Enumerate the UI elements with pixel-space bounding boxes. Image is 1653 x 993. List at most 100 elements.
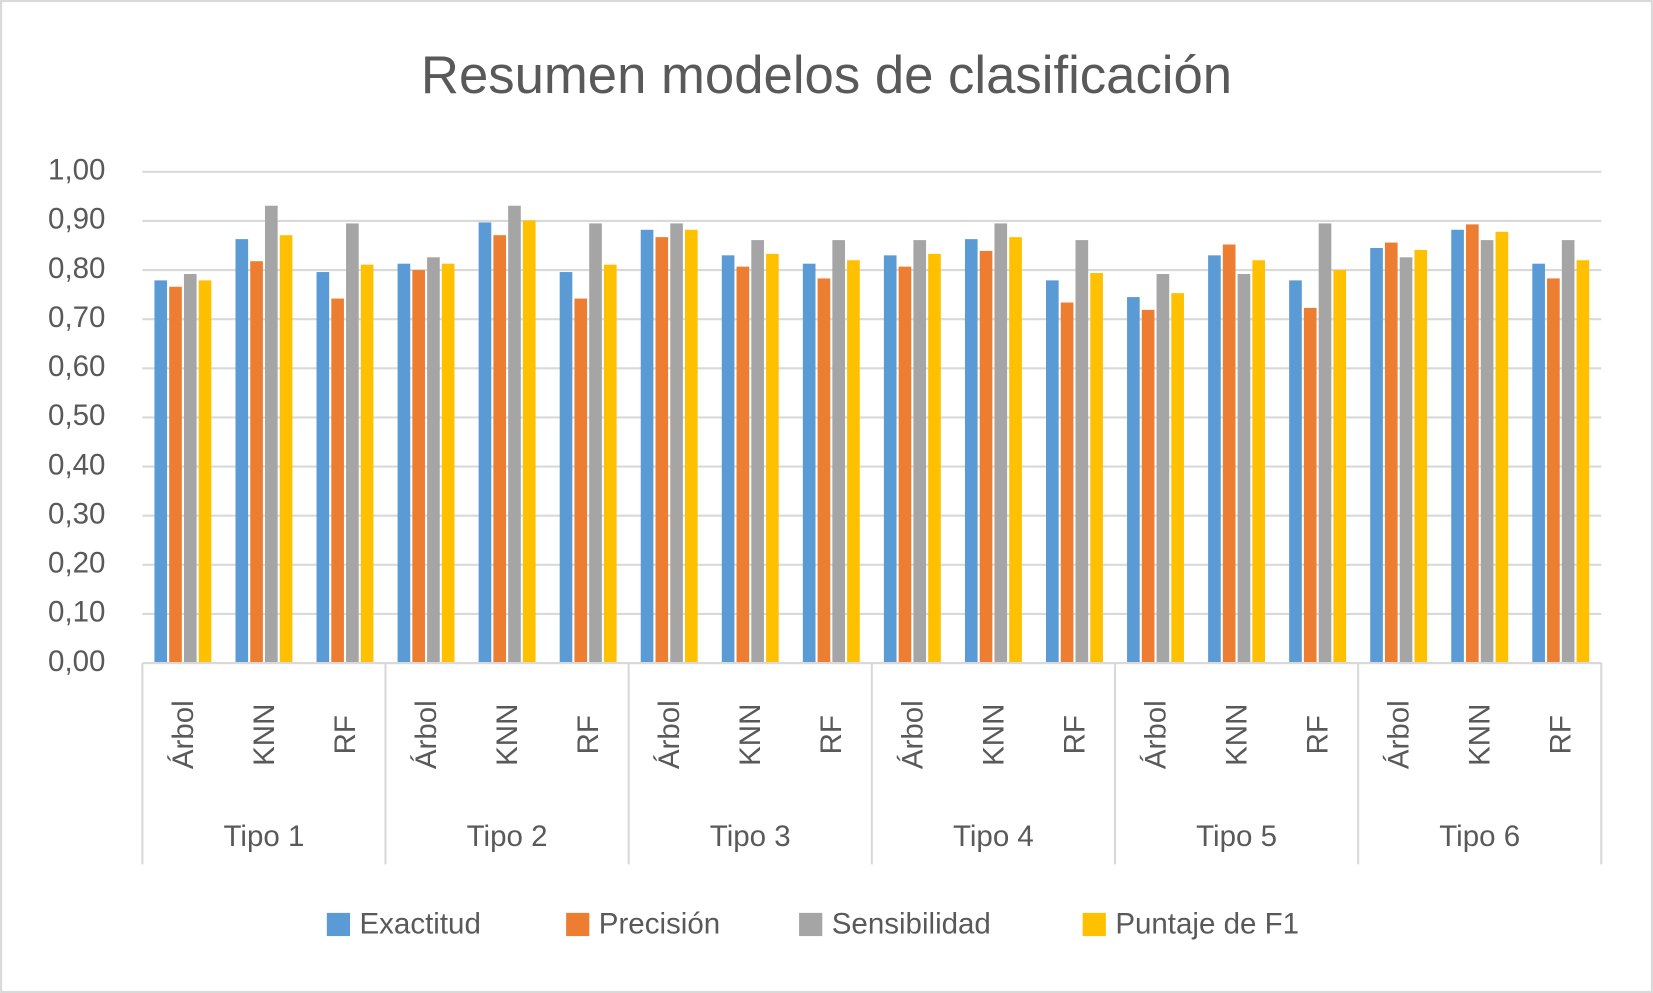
bar [928,253,941,664]
bar [1237,274,1251,664]
y-tick-label: 0,30 [48,497,105,530]
bar [1576,260,1590,664]
bar [1009,237,1022,664]
x-tick-label: KNN [734,704,767,766]
legend-label: Precisión [599,907,720,940]
bar [1171,293,1184,664]
bar [898,266,912,664]
bar [1414,249,1428,664]
bar [397,263,411,664]
bar [441,263,455,664]
x-tick-label: RF [815,715,848,754]
bar [883,255,897,664]
bar [279,235,293,664]
bar [1156,274,1170,664]
bar [1289,280,1302,664]
group-label: Tipo 3 [710,820,791,853]
group-label: Tipo 4 [953,820,1034,853]
bar [817,278,831,664]
bar [1303,307,1317,664]
bar [603,264,617,664]
bar [655,237,669,664]
bar [964,239,978,664]
bar [766,253,779,664]
bar [1532,263,1545,664]
bar [1370,247,1383,664]
bar [1127,297,1140,664]
bar [1141,309,1155,664]
x-tick-label: Árbol [167,700,200,769]
x-tick-label: RF [1058,715,1091,754]
bar [913,240,927,664]
bar [346,223,359,664]
x-tick-label: Árbol [896,700,929,769]
group-label: Tipo 6 [1439,820,1520,853]
bar [1075,240,1089,664]
y-tick-label: 0,00 [48,645,105,678]
y-tick-label: 0,60 [48,350,105,383]
group-label: Tipo 5 [1196,820,1277,853]
x-tick-label: Árbol [1383,700,1416,769]
bar [331,298,344,664]
chart-title: Resumen modelos de clasificación [421,46,1232,105]
y-tick-label: 0,10 [48,596,105,629]
bar [250,261,263,664]
bar [478,222,492,664]
bar [508,205,521,664]
bar [169,286,182,664]
bar [751,240,764,664]
y-tick-label: 0,50 [48,399,105,432]
bar [493,235,507,664]
bar [154,280,168,664]
x-tick-label: KNN [1220,704,1253,766]
bar [1466,224,1479,664]
legend-swatch [326,912,351,937]
x-tick-label: Árbol [653,700,686,769]
bar [198,280,212,664]
bar [1045,280,1059,664]
bar [847,260,860,664]
y-tick-label: 0,80 [48,252,105,285]
group-label: Tipo 2 [467,820,548,853]
bar [522,220,536,664]
bar [736,266,750,664]
bar [1318,223,1332,664]
bar [360,264,374,664]
bar [1333,270,1347,664]
bar [1399,257,1413,664]
bar [670,223,683,664]
x-tick-label: Árbol [1139,700,1172,769]
bar [1060,302,1074,664]
bar [1252,260,1266,664]
group-label: Tipo 1 [223,820,304,853]
y-tick-label: 0,20 [48,547,105,580]
bar [685,229,698,664]
y-tick-label: 0,90 [48,203,105,236]
x-tick-label: KNN [491,704,524,766]
bar [979,250,993,664]
bar [994,223,1008,664]
legend-swatch [799,912,823,937]
y-tick-label: 1,00 [48,154,105,187]
bar [640,229,654,664]
bar [1451,229,1464,664]
legend-swatch [1082,912,1106,937]
x-tick-label: RF [572,715,605,754]
bar [574,298,588,664]
bar [1561,240,1575,664]
bar [412,270,425,664]
x-tick-label: RF [329,715,362,754]
bar [802,263,816,664]
bar [1208,255,1221,664]
bar [559,272,573,664]
x-tick-label: KNN [1464,704,1497,766]
x-tick-label: RF [1545,715,1578,754]
bar [589,223,602,664]
bar [832,240,846,664]
bar [1547,278,1560,664]
x-tick-label: KNN [977,704,1010,766]
bar [183,274,197,664]
bar [427,257,440,664]
